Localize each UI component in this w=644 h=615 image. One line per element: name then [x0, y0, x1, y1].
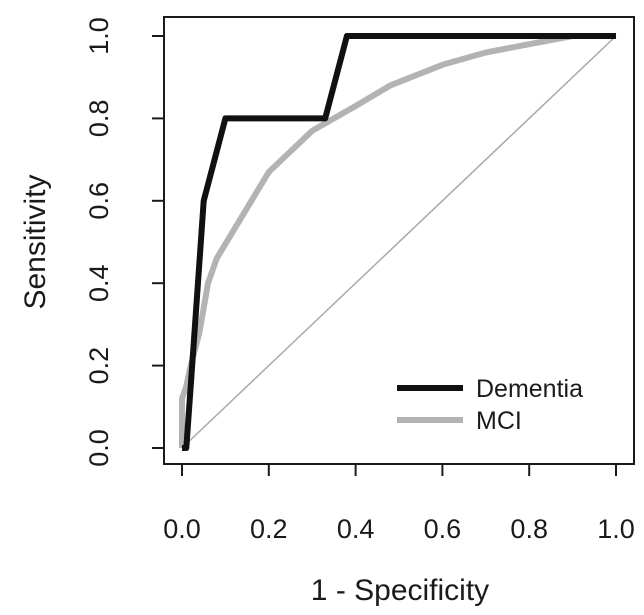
x-tick-label: 0.6	[424, 514, 462, 544]
reference-diagonal	[181, 35, 617, 449]
y-tick-label: 0.2	[84, 347, 114, 385]
y-tick-label: 0.6	[84, 182, 114, 220]
plot-frame	[163, 16, 635, 465]
legend-label-mci: MCI	[476, 407, 522, 435]
x-tick-label: 0.2	[250, 514, 288, 544]
series-layer	[179, 33, 616, 451]
y-axis-label: Sensitivity	[19, 174, 52, 309]
reference-layer	[181, 35, 617, 449]
x-tick-label: 0.4	[337, 514, 375, 544]
x-tick-label: 1.0	[597, 514, 635, 544]
y-tick-label: 1.0	[84, 17, 114, 55]
x-axis: 0.0 0.2 0.4 0.6 0.8 1.0	[163, 464, 635, 544]
series-line-dementia	[182, 33, 616, 451]
y-tick-label: 0.8	[84, 100, 114, 138]
x-tick-label: 0.8	[510, 514, 548, 544]
y-tick-label: 0.0	[84, 429, 114, 467]
x-axis-label: 1 - Specificity	[311, 574, 489, 607]
y-axis: 0.0 0.2 0.4 0.6 0.8 1.0	[84, 17, 164, 467]
legend-label-dementia: Dementia	[476, 375, 583, 403]
y-tick-label: 0.4	[84, 264, 114, 302]
legend: Dementia MCI	[397, 375, 583, 435]
x-tick-label: 0.0	[163, 514, 201, 544]
